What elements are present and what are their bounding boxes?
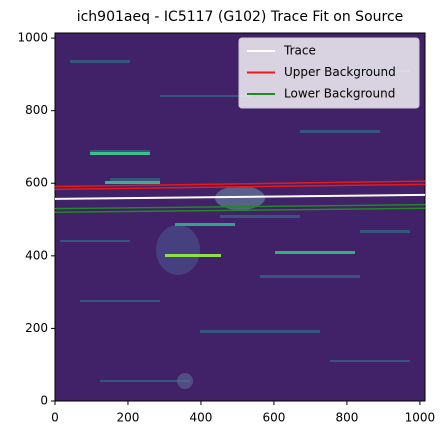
series-line <box>55 180 425 191</box>
y-tick-label: 0 <box>40 394 48 408</box>
series-line <box>55 203 425 214</box>
y-tick-label: 200 <box>25 321 48 335</box>
x-tick-label: 800 <box>335 411 358 425</box>
x-tick-label: 400 <box>190 411 213 425</box>
series-line <box>55 193 425 200</box>
x-tick-label: 600 <box>262 411 285 425</box>
legend-label: Upper Background <box>284 65 396 79</box>
x-tick-label: 0 <box>51 411 59 425</box>
y-tick-label: 600 <box>25 176 48 190</box>
chart-title: ich901aeq - IC5117 (G102) Trace Fit on S… <box>77 9 404 25</box>
y-tick-label: 400 <box>25 248 48 262</box>
y-tick-label: 1000 <box>17 31 48 45</box>
y-tick-label: 800 <box>25 103 48 117</box>
legend-box <box>238 37 420 109</box>
legend-label: Lower Background <box>284 87 395 101</box>
plot-frame <box>54 32 426 402</box>
x-tick-label: 1000 <box>405 411 436 425</box>
x-tick-label: 200 <box>117 411 140 425</box>
legend-label: Trace <box>283 44 316 58</box>
